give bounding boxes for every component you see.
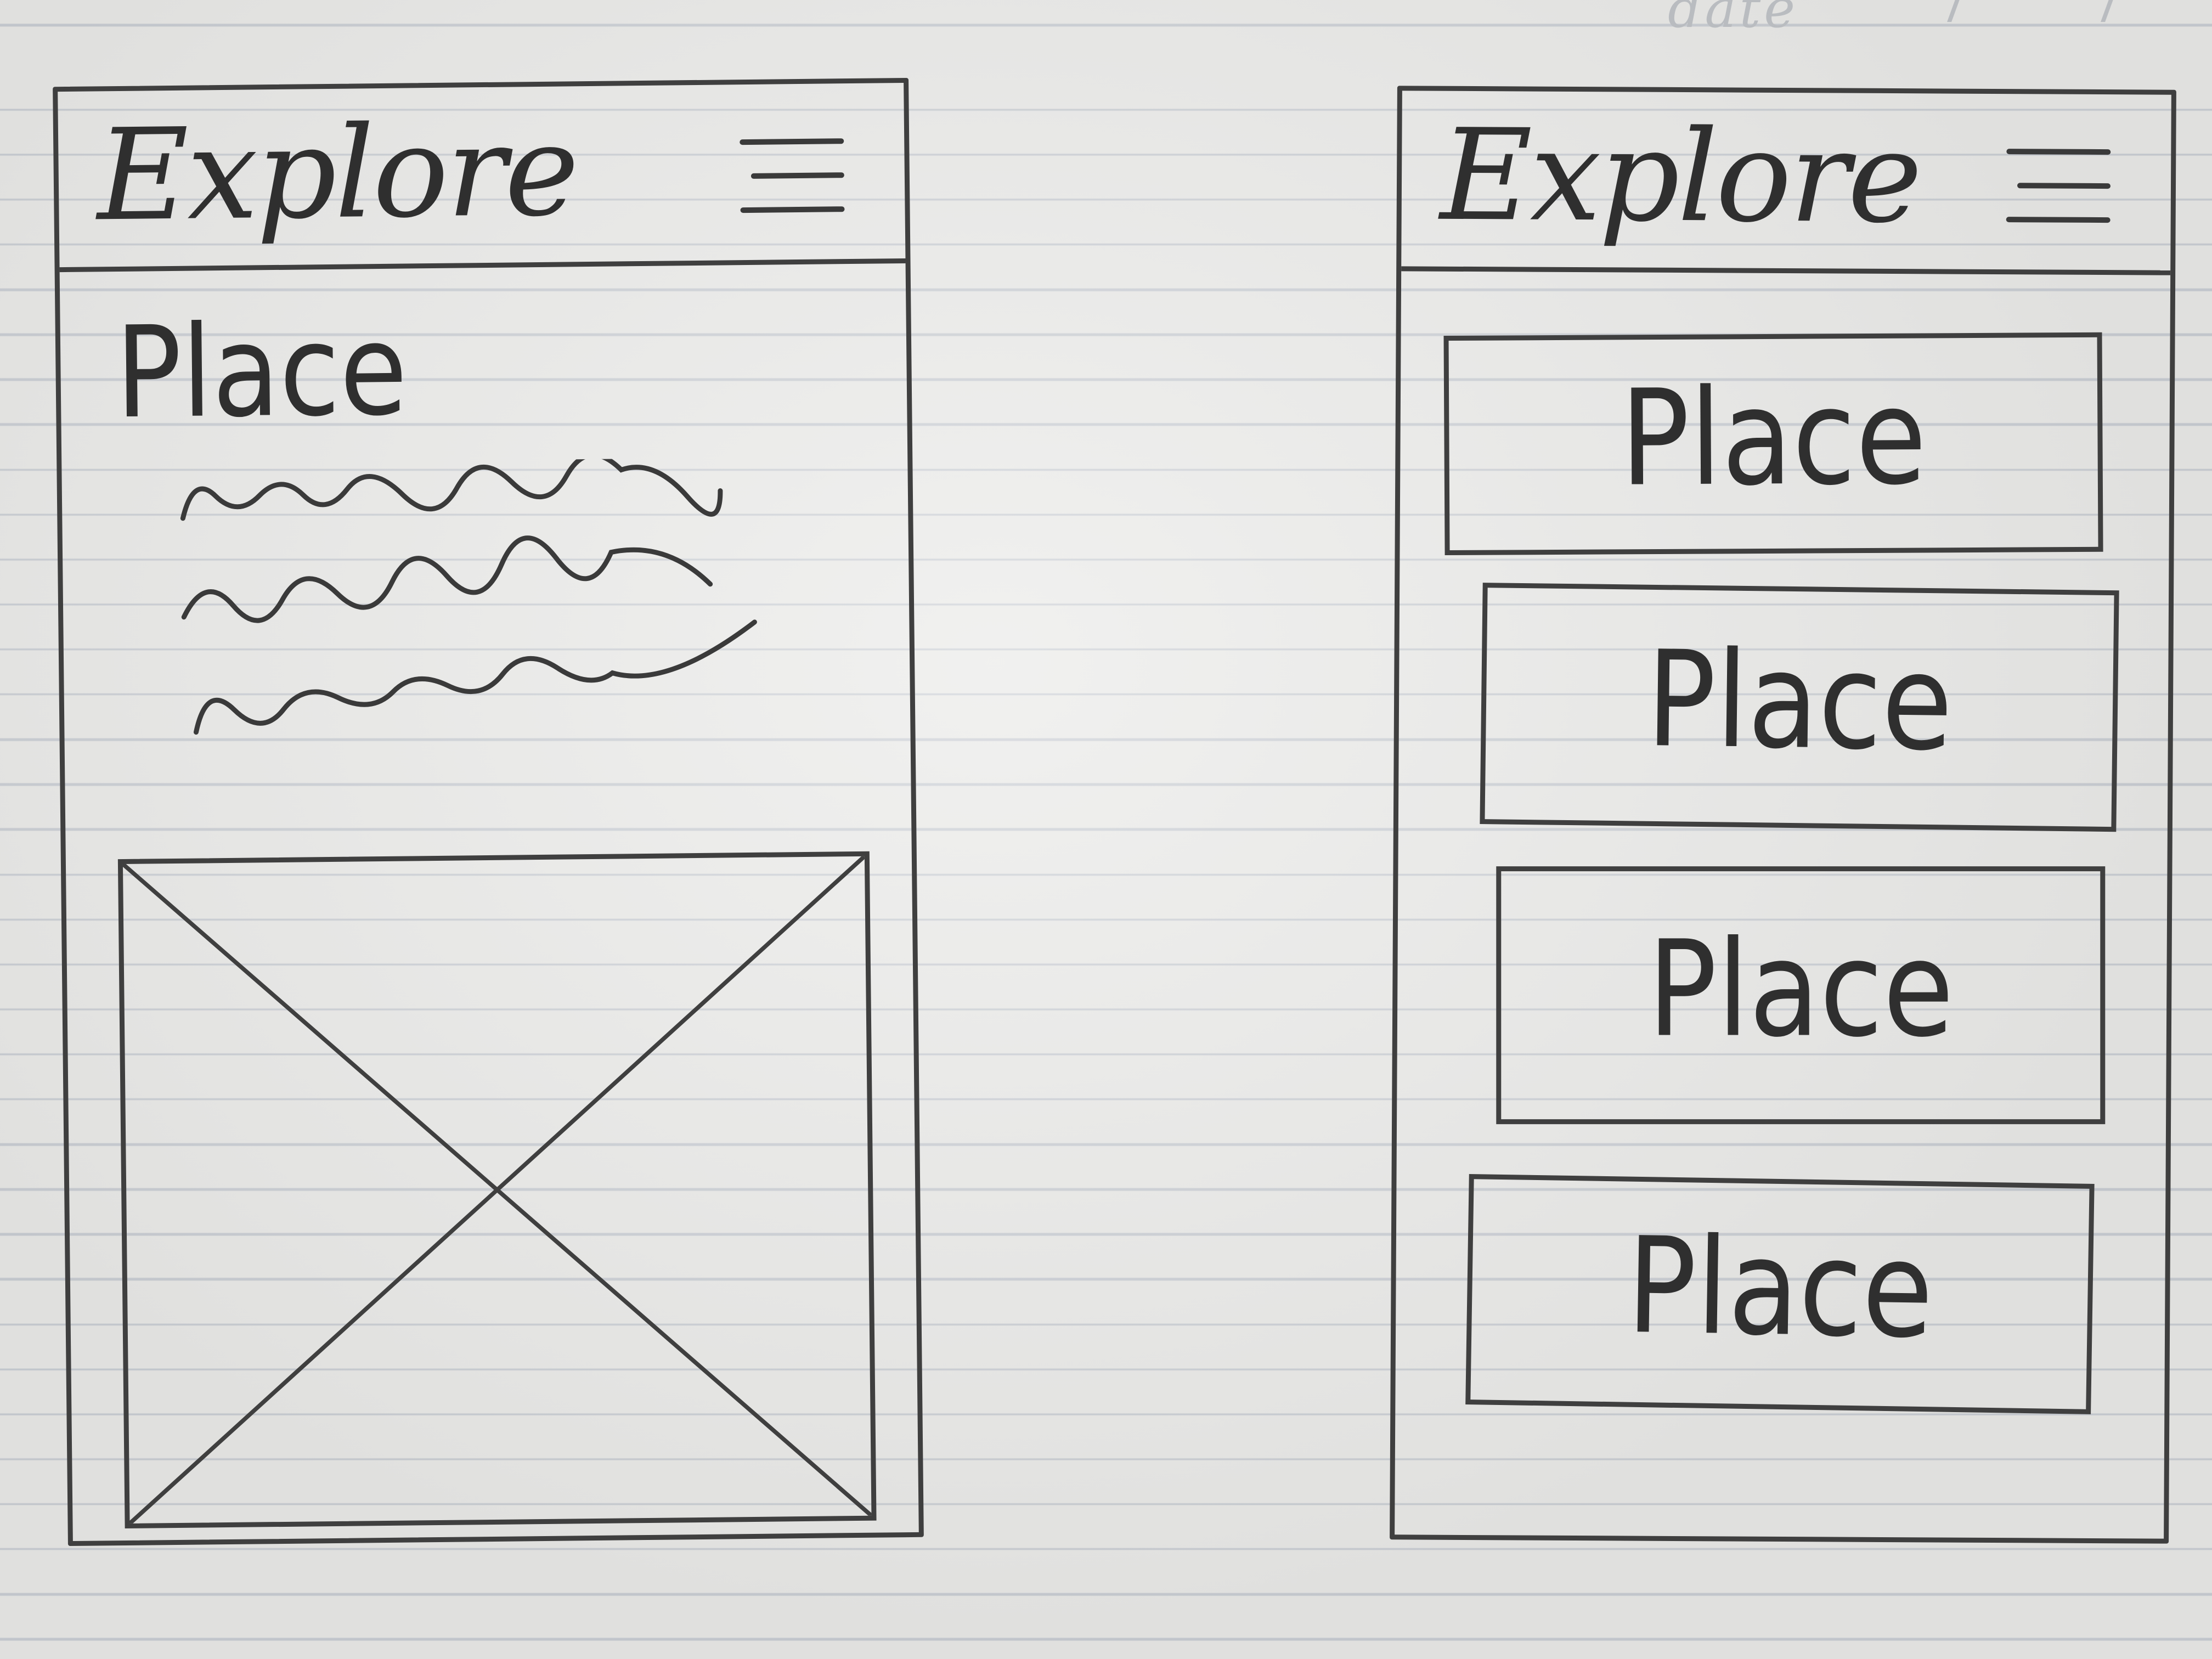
- place-card-label: Place: [1620, 359, 1927, 516]
- menu-line-icon: [2006, 149, 2111, 155]
- place-card-3[interactable]: Place: [1496, 866, 2106, 1125]
- image-placeholder-x-icon: [122, 856, 872, 1523]
- hamburger-menu-icon[interactable]: [740, 138, 845, 222]
- place-card-1[interactable]: Place: [1443, 332, 2103, 556]
- menu-line-icon: [751, 172, 844, 179]
- list-header: Explore: [1401, 91, 2171, 275]
- place-card-4[interactable]: Place: [1465, 1174, 2095, 1414]
- place-card-label: Place: [1626, 1208, 1934, 1368]
- scribble-line-2: [181, 535, 713, 623]
- text-placeholder-scribbles: [180, 456, 757, 735]
- detail-header: Explore: [58, 82, 906, 273]
- list-header-title: Explore: [1440, 102, 1921, 252]
- detail-header-title: Explore: [96, 98, 578, 250]
- menu-line-icon: [740, 138, 844, 145]
- place-card-2[interactable]: Place: [1480, 583, 2119, 832]
- list-screen-frame: Explore Place Place Place Place: [1390, 86, 2176, 1544]
- place-card-label: Place: [1645, 622, 1954, 781]
- image-placeholder: [117, 851, 877, 1529]
- menu-line-icon: [2017, 183, 2111, 189]
- date-slash-1: [1947, 0, 1963, 22]
- place-card-label: Place: [1647, 912, 1954, 1066]
- detail-screen-frame: Explore Place: [53, 77, 924, 1547]
- hamburger-menu-icon[interactable]: [2006, 149, 2111, 232]
- menu-line-icon: [2006, 217, 2111, 223]
- place-title: Place: [115, 296, 408, 447]
- scribble-line-3: [193, 619, 757, 735]
- date-slash-2: [2101, 0, 2117, 22]
- scribble-line-1: [180, 456, 723, 521]
- menu-line-icon: [740, 206, 845, 213]
- notebook-date-label: date: [1668, 0, 1799, 40]
